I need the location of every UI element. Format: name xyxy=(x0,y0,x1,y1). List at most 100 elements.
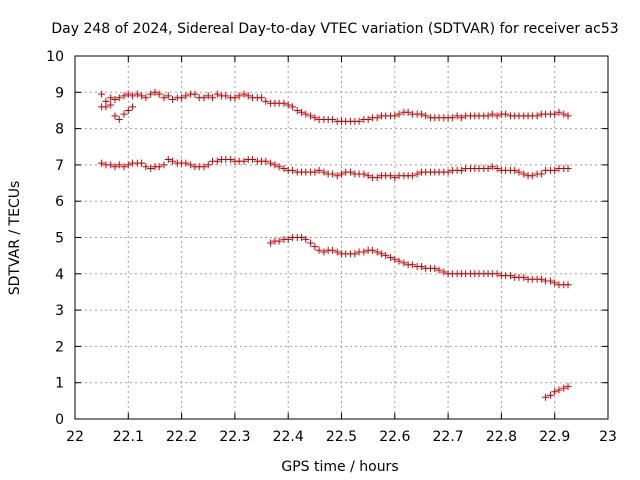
data-point xyxy=(387,172,395,180)
data-point xyxy=(400,259,408,267)
data-point xyxy=(302,235,310,243)
data-point xyxy=(111,163,119,171)
data-point xyxy=(147,90,155,98)
data-point xyxy=(222,92,230,100)
data-point xyxy=(213,90,221,98)
data-point xyxy=(155,163,163,171)
data-point xyxy=(395,110,403,118)
data-point xyxy=(555,108,563,116)
data-point xyxy=(546,277,554,285)
data-point xyxy=(333,172,341,180)
data-point xyxy=(320,168,328,176)
data-point xyxy=(373,174,381,182)
data-point xyxy=(564,281,572,289)
data-point xyxy=(107,101,115,109)
data-point xyxy=(320,248,328,256)
series-series-5 xyxy=(542,382,572,401)
data-point xyxy=(142,94,150,102)
series-series-3 xyxy=(98,155,572,182)
data-point xyxy=(142,163,150,171)
y-tick-label: 10 xyxy=(46,49,64,65)
data-point xyxy=(457,166,465,174)
data-point xyxy=(417,110,425,118)
data-point xyxy=(315,166,323,174)
data-point xyxy=(448,114,456,122)
data-point xyxy=(408,172,416,180)
data-point xyxy=(444,168,452,176)
data-point xyxy=(542,393,550,401)
data-point xyxy=(457,114,465,122)
data-point xyxy=(333,248,341,256)
data-point xyxy=(200,163,208,171)
y-tick-label: 5 xyxy=(55,231,64,247)
data-point xyxy=(258,94,266,102)
data-point xyxy=(102,103,110,111)
x-tick-label: 22.5 xyxy=(326,429,357,445)
data-point xyxy=(515,168,523,176)
data-point xyxy=(227,155,235,163)
data-point xyxy=(267,159,275,167)
data-point xyxy=(431,264,439,272)
data-point xyxy=(488,163,496,171)
data-point xyxy=(564,165,572,173)
data-point xyxy=(311,243,319,251)
data-point xyxy=(271,161,279,169)
data-point xyxy=(298,234,306,241)
data-point xyxy=(182,92,190,100)
data-point xyxy=(182,159,190,167)
grid xyxy=(75,56,608,419)
data-point xyxy=(338,170,345,178)
data-point xyxy=(284,101,292,109)
data-point xyxy=(351,250,359,258)
data-point xyxy=(120,92,128,100)
data-point xyxy=(267,239,275,247)
data-point xyxy=(129,103,137,111)
y-tick-label: 9 xyxy=(55,85,64,101)
data-point xyxy=(169,96,177,104)
data-point xyxy=(395,257,403,265)
data-point xyxy=(551,166,559,174)
data-point xyxy=(115,116,123,124)
data-point xyxy=(551,388,559,396)
data-point xyxy=(328,246,336,254)
data-point xyxy=(368,246,376,254)
data-point xyxy=(115,94,123,102)
data-point xyxy=(115,161,123,169)
data-point xyxy=(124,106,132,114)
data-point xyxy=(235,92,243,100)
data-point xyxy=(111,112,119,120)
data-point xyxy=(387,253,395,261)
data-point xyxy=(147,165,155,173)
data-point xyxy=(453,112,461,120)
data-point xyxy=(151,88,159,96)
data-point xyxy=(360,170,368,178)
data-point xyxy=(546,391,554,399)
data-point xyxy=(124,90,132,98)
data-point xyxy=(204,161,212,169)
y-tick-label: 0 xyxy=(55,412,64,428)
data-point xyxy=(160,161,168,169)
data-point xyxy=(302,110,310,118)
data-point xyxy=(288,103,296,111)
data-point xyxy=(364,172,372,180)
y-tick-label: 2 xyxy=(55,339,64,355)
data-point xyxy=(347,168,355,176)
x-tick-label: 22.3 xyxy=(219,429,250,445)
data-point xyxy=(364,116,372,124)
series-series-1 xyxy=(98,88,572,125)
data-point xyxy=(484,165,492,173)
data-point xyxy=(120,110,128,118)
x-tick-label: 22 xyxy=(66,429,84,445)
data-point xyxy=(209,94,217,102)
data-point xyxy=(408,261,416,269)
data-point xyxy=(280,165,288,173)
data-point xyxy=(231,94,239,102)
data-point xyxy=(200,94,208,102)
data-point xyxy=(360,248,368,256)
data-point xyxy=(138,92,146,100)
data-markers xyxy=(98,88,572,401)
chart-title: Day 248 of 2024, Sidereal Day-to-day VTE… xyxy=(51,21,618,37)
x-tick-label: 22.6 xyxy=(379,429,410,445)
data-point xyxy=(280,99,288,107)
data-point xyxy=(328,170,336,178)
